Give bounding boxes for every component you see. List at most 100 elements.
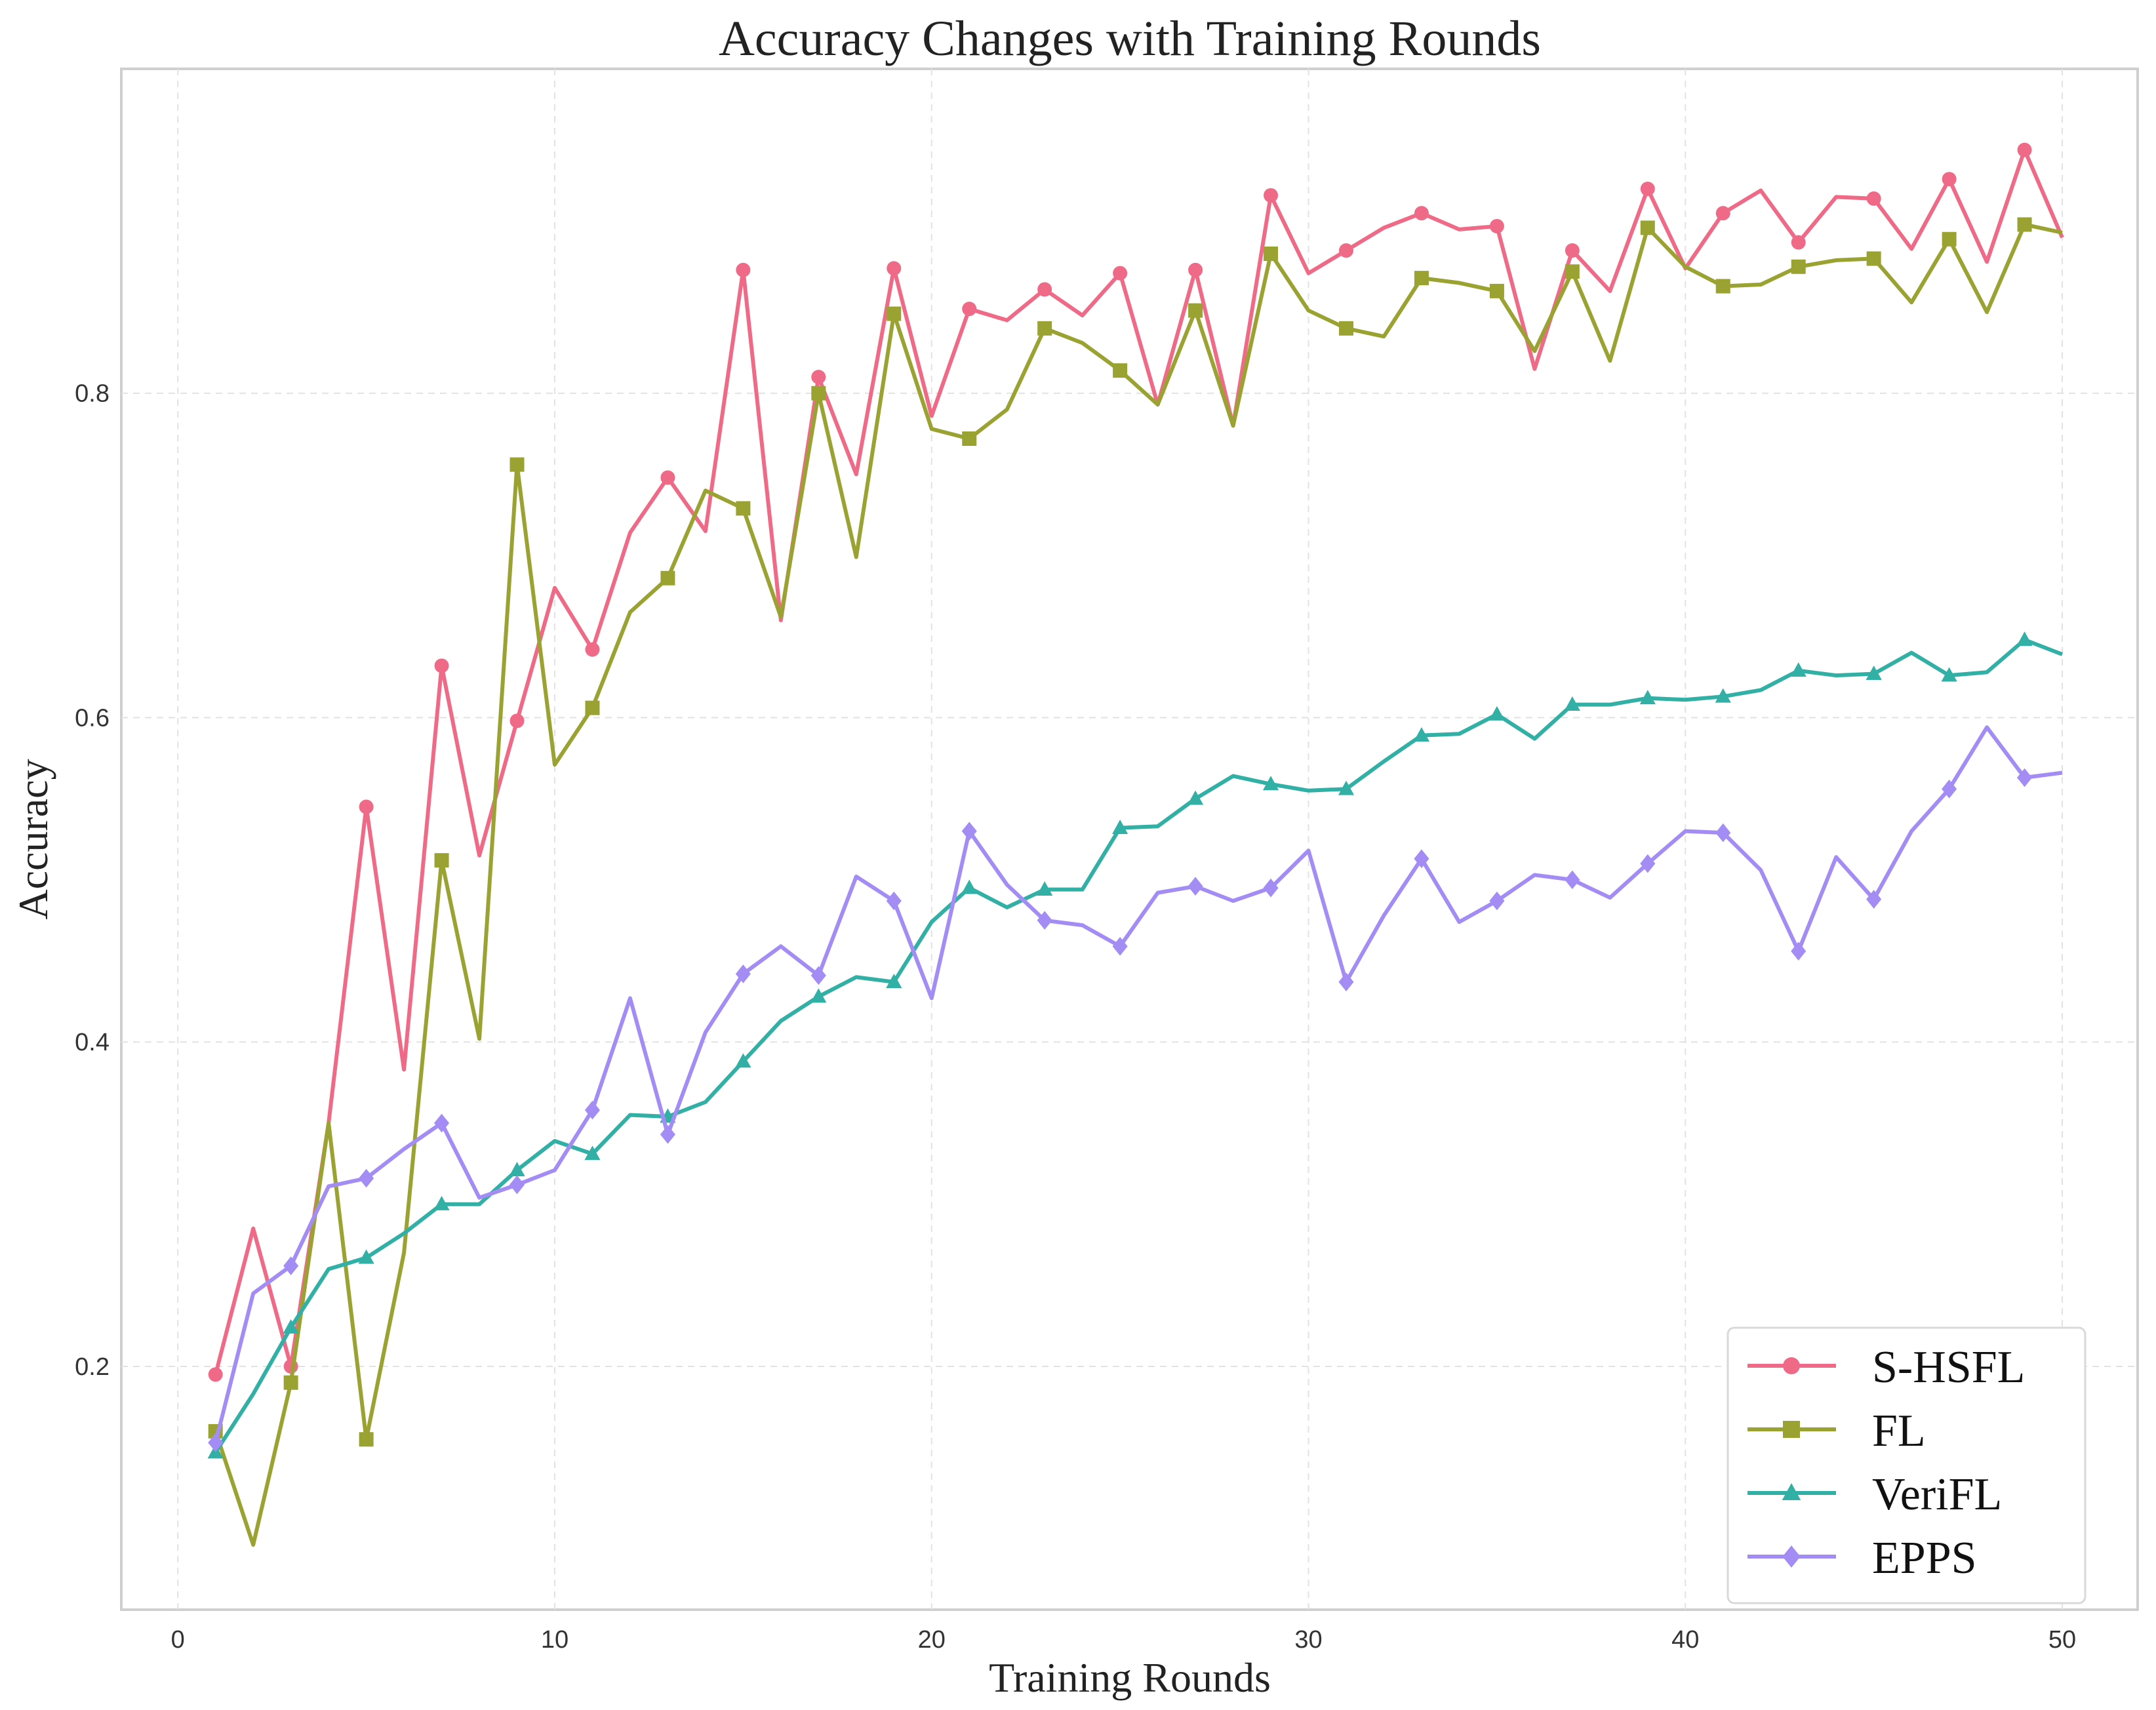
data-point-verifl — [433, 1195, 450, 1210]
data-point-verifl — [2016, 631, 2033, 646]
legend-marker-epps — [1782, 1545, 1801, 1568]
x-tick-label: 30 — [1294, 1626, 1322, 1654]
x-tick-label: 20 — [918, 1626, 946, 1654]
axis-ticks: 0 10 20 30 40 50 0.2 0.4 0.6 0.8 — [75, 380, 2076, 1654]
data-point-epps — [886, 891, 902, 911]
data-point-s-hsfl — [1791, 235, 1806, 250]
y-tick-label: 0.2 — [75, 1353, 110, 1381]
data-point-s-hsfl — [208, 1367, 223, 1382]
data-point-verifl — [1112, 820, 1128, 835]
data-point-epps — [509, 1175, 525, 1195]
data-point-epps — [1037, 911, 1052, 930]
data-point-epps — [283, 1256, 299, 1275]
data-point-epps — [1263, 878, 1279, 898]
data-point-verifl — [735, 1053, 751, 1068]
data-point-s-hsfl — [1866, 191, 1881, 206]
data-point-verifl — [1866, 666, 1882, 681]
data-point-fl — [1414, 271, 1429, 286]
data-point-epps — [2017, 768, 2033, 787]
data-point-epps — [1414, 849, 1429, 868]
data-point-epps — [434, 1113, 450, 1133]
data-point-epps — [208, 1433, 224, 1452]
data-point-fl — [1791, 259, 1806, 274]
y-tick-label: 0.8 — [75, 380, 110, 408]
data-point-verifl — [1639, 690, 1656, 705]
data-point-fl — [736, 501, 751, 516]
legend-label-verifl: VeriFL — [1872, 1469, 2002, 1520]
data-point-s-hsfl — [1942, 172, 1957, 187]
data-point-s-hsfl — [1264, 188, 1279, 203]
legend-marker-s-hsfl — [1783, 1357, 1800, 1374]
data-point-epps — [1188, 877, 1203, 896]
series-fl — [208, 217, 2063, 1547]
series-line-verifl — [214, 637, 2064, 1454]
data-point-epps — [1942, 780, 1957, 799]
data-point-s-hsfl — [1338, 243, 1353, 258]
data-point-fl — [1866, 251, 1881, 266]
data-point-verifl — [1262, 776, 1279, 791]
x-tick-label: 50 — [2048, 1626, 2076, 1654]
data-point-s-hsfl — [1414, 206, 1429, 221]
data-point-epps — [735, 964, 751, 984]
data-point-verifl — [358, 1249, 374, 1264]
data-point-verifl — [1187, 790, 1204, 805]
data-point-epps — [1791, 942, 1807, 961]
data-point-s-hsfl — [359, 799, 374, 814]
data-point-epps — [961, 822, 977, 841]
data-point-fl — [2017, 217, 2032, 232]
data-point-fl — [1640, 220, 1655, 235]
series-line-s-hsfl — [213, 148, 2064, 1376]
data-point-fl — [962, 431, 977, 446]
series-group — [207, 142, 2064, 1547]
data-point-s-hsfl — [887, 261, 902, 276]
data-point-verifl — [1338, 780, 1355, 795]
data-point-verifl — [1037, 881, 1053, 896]
data-point-fl — [1565, 264, 1580, 279]
data-point-epps — [810, 966, 826, 985]
series-line-epps — [213, 725, 2063, 1443]
data-point-verifl — [1941, 667, 1957, 682]
data-point-s-hsfl — [434, 658, 449, 673]
data-point-fl — [1942, 231, 1957, 247]
data-point-s-hsfl — [1640, 182, 1655, 197]
data-point-verifl — [886, 974, 902, 989]
series-line-fl — [213, 222, 2063, 1547]
y-tick-label: 0.6 — [75, 704, 110, 732]
data-point-s-hsfl — [2017, 142, 2032, 157]
data-point-s-hsfl — [1489, 218, 1504, 233]
data-point-verifl — [509, 1161, 525, 1176]
data-point-fl — [585, 700, 600, 715]
data-point-s-hsfl — [811, 370, 826, 384]
data-point-s-hsfl — [1565, 243, 1580, 258]
data-point-epps — [1112, 936, 1128, 956]
data-point-fl — [509, 457, 525, 472]
data-point-verifl — [1488, 706, 1505, 721]
data-point-verifl — [283, 1319, 299, 1334]
data-point-s-hsfl — [962, 302, 977, 317]
data-point-epps — [1489, 891, 1505, 911]
data-point-fl — [811, 386, 826, 401]
x-axis-label: Training Rounds — [989, 1654, 1271, 1701]
data-point-fl — [283, 1375, 298, 1390]
data-point-verifl — [961, 879, 978, 894]
legend-label-s-hsfl: S-HSFL — [1872, 1342, 2025, 1393]
data-point-epps — [1866, 890, 1882, 909]
data-point-verifl — [1790, 662, 1807, 677]
legend-marker-verifl — [1782, 1483, 1801, 1501]
data-point-verifl — [1564, 696, 1580, 711]
data-point-s-hsfl — [660, 470, 675, 485]
y-axis-label: Accuracy — [10, 759, 56, 919]
series-s-hsfl — [208, 142, 2064, 1382]
series-epps — [208, 725, 2063, 1452]
x-tick-label: 40 — [1671, 1626, 1699, 1654]
data-point-epps — [584, 1100, 601, 1120]
series-verifl — [207, 631, 2064, 1459]
data-point-s-hsfl — [1715, 206, 1730, 221]
y-tick-label: 0.4 — [75, 1029, 110, 1056]
data-point-epps — [359, 1168, 374, 1188]
data-point-verifl — [1715, 688, 1731, 703]
legend-box — [1727, 1326, 2086, 1604]
legend-marker-fl — [1783, 1421, 1800, 1438]
legend-label-epps: EPPS — [1872, 1533, 1977, 1583]
